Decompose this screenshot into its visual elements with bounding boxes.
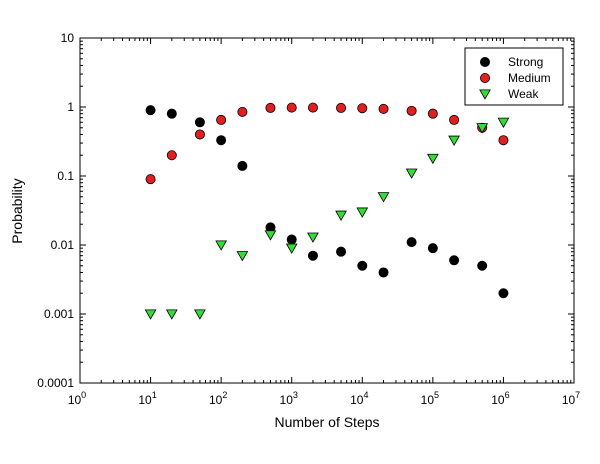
strong-point (237, 160, 248, 171)
strong-point (145, 105, 156, 116)
strong-point (286, 234, 297, 245)
medium-point (307, 102, 318, 113)
weak-point (377, 192, 390, 203)
strong-point (357, 260, 368, 271)
y-tick-label: 0.0001 (37, 376, 74, 390)
plot-frame (79, 37, 575, 384)
weak-point (335, 210, 347, 221)
strong-point (449, 255, 460, 266)
legend-marker-medium (479, 73, 490, 84)
weak-point (476, 123, 489, 134)
weak-point (236, 251, 249, 262)
y-tick-label: 1 (67, 100, 74, 114)
medium-point (216, 114, 227, 125)
medium-point (406, 105, 417, 116)
strong-point (498, 288, 509, 299)
weak-point (264, 230, 277, 241)
weak-point (215, 240, 228, 251)
data-points (144, 102, 510, 320)
medium-point (237, 106, 248, 117)
medium-point (166, 150, 177, 161)
legend-label-weak: Weak (508, 87, 539, 101)
legend-label-medium: Medium (508, 71, 551, 85)
medium-point (145, 174, 156, 185)
weak-point (307, 232, 319, 243)
strong-point (378, 267, 389, 278)
y-tick-label: 10 (61, 31, 75, 45)
strong-point (216, 135, 227, 146)
weak-point (144, 309, 157, 320)
medium-point (336, 102, 347, 113)
strong-point (427, 243, 438, 254)
x-tick-label: 100 (68, 390, 86, 407)
x-tick-label: 102 (209, 390, 227, 407)
x-tick-label: 105 (421, 390, 439, 407)
y-tick-label: 0.01 (51, 238, 75, 252)
strong-point (194, 117, 205, 128)
y-tick-label: 0.1 (57, 169, 74, 183)
legend-label-strong: Strong (508, 55, 543, 69)
x-tick-label: 104 (350, 390, 368, 407)
weak-point (405, 168, 418, 179)
y-tick-label: 0.001 (44, 307, 74, 321)
medium-point (194, 129, 205, 140)
medium-point (265, 102, 276, 113)
strong-point (307, 250, 318, 261)
medium-point (449, 114, 460, 125)
x-axis-title: Number of Steps (274, 414, 379, 430)
x-tick-label: 103 (280, 390, 298, 407)
x-tick-label: 106 (491, 390, 509, 407)
medium-point (498, 135, 509, 146)
medium-point (427, 108, 438, 119)
legend-marker-weak (479, 89, 491, 100)
medium-point (357, 103, 368, 114)
weak-point (448, 135, 460, 146)
weak-point (165, 309, 178, 320)
medium-point (286, 102, 297, 113)
legend-marker-strong (479, 57, 490, 68)
strong-point (166, 108, 177, 119)
y-axis: 0.0001 0.001 0.01 0.1 1 10 (37, 31, 574, 390)
y-axis-title: Probability (9, 178, 25, 243)
x-tick-label: 101 (138, 390, 156, 407)
medium-point (378, 103, 389, 114)
weak-point (497, 117, 510, 129)
weak-point (356, 207, 369, 218)
weak-point (194, 309, 206, 320)
strong-point (477, 260, 488, 271)
strong-point (406, 237, 417, 248)
strong-point (336, 246, 347, 257)
x-tick-label: 107 (562, 390, 580, 407)
weak-point (285, 243, 298, 254)
x-axis: 100 101 102 103 104 105 106 107 (68, 38, 580, 407)
legend: Strong Medium Weak (464, 47, 564, 106)
weak-point (426, 153, 439, 165)
